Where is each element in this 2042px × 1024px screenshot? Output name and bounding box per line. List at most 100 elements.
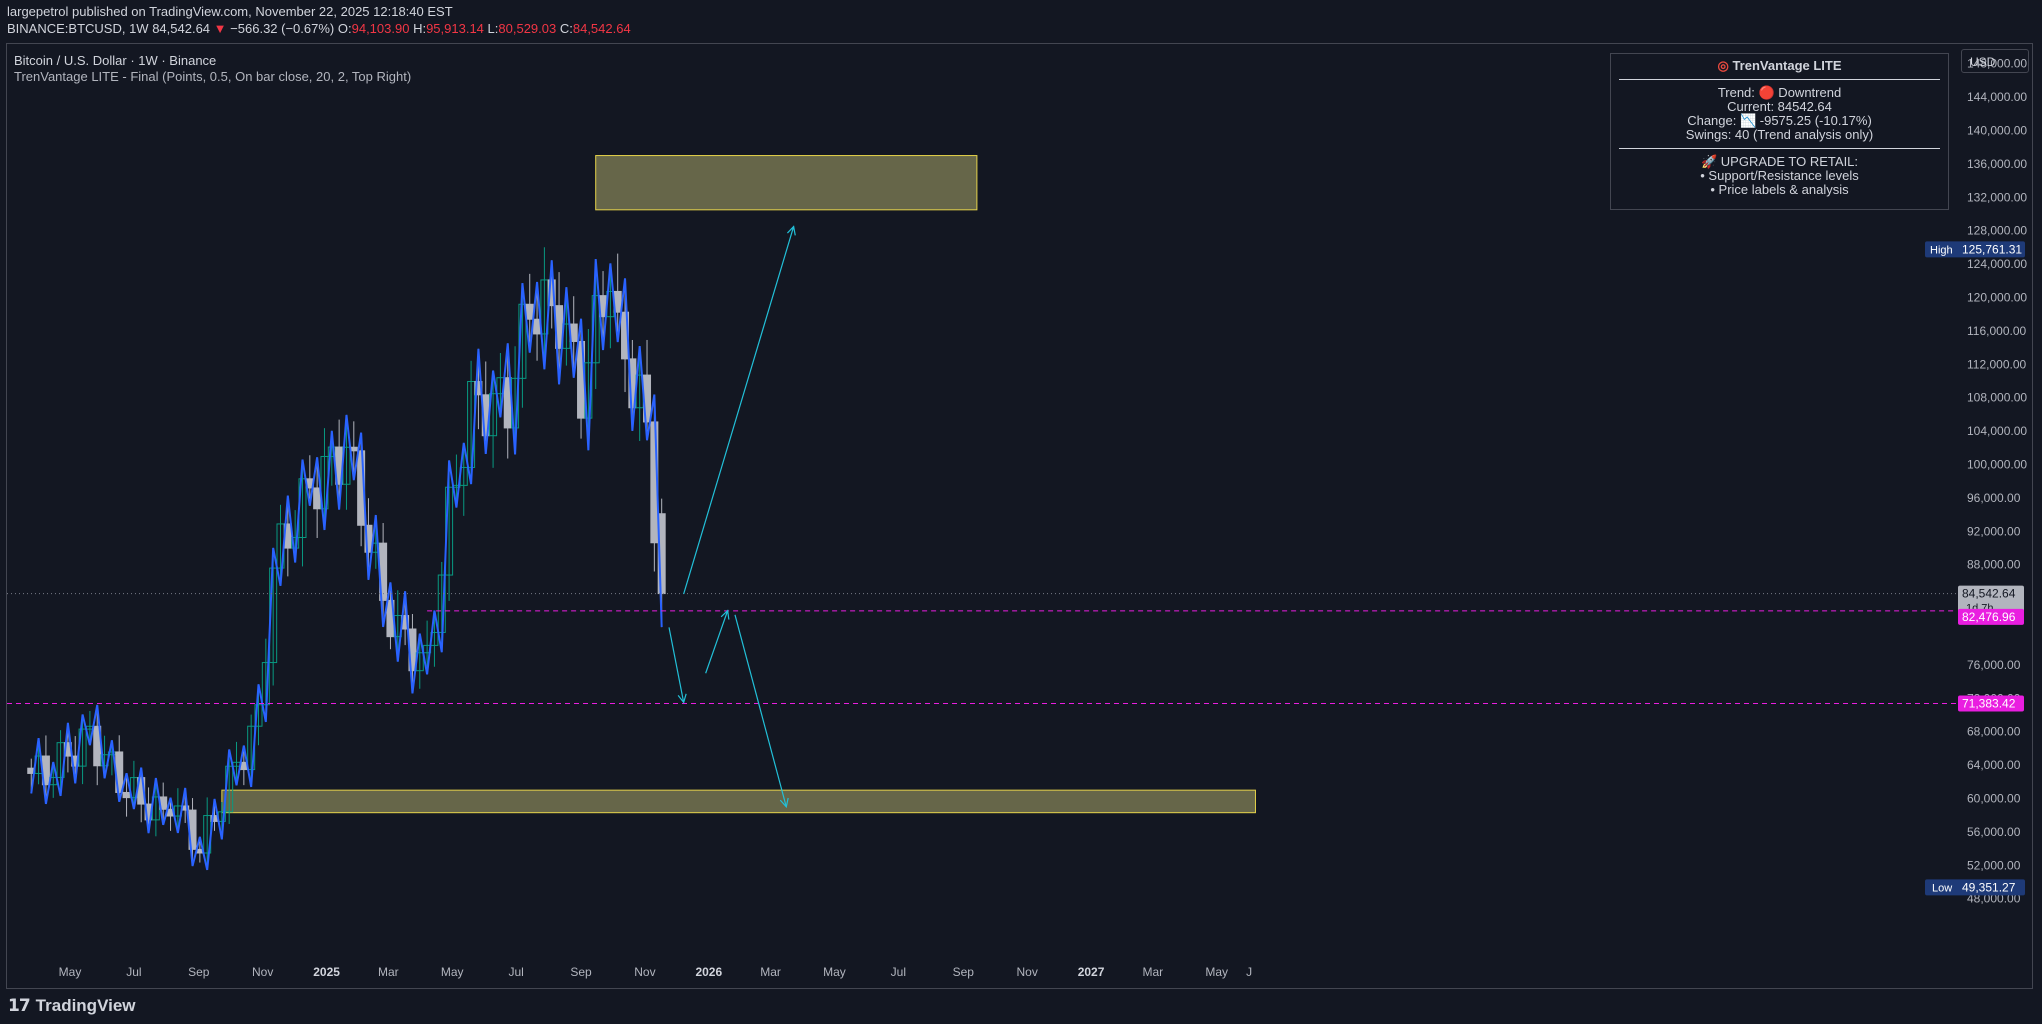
info-bullet-labels: • Price labels & analysis: [1710, 182, 1849, 197]
last-price-tag-bg: [1958, 585, 2024, 616]
low-tag-label: Low: [1932, 882, 1952, 894]
close-value: 84,542.64: [572, 21, 631, 36]
level-tag-upper-bg: [1958, 608, 2024, 625]
open-label: O:: [337, 21, 352, 36]
y-tick-label: 64,000.00: [1967, 758, 2021, 772]
x-tick-label: Nov: [634, 965, 655, 979]
y-tick-label: 136,000.00: [1967, 157, 2027, 171]
close-label: C:: [559, 21, 573, 36]
y-tick-label: 76,000.00: [1967, 658, 2021, 672]
x-tick-label: May: [1205, 965, 1228, 979]
change-value: −566.32 (−0.67%): [230, 21, 335, 36]
tv-logo-icon: 𝟭𝟳: [8, 996, 31, 1015]
x-tick-label: Nov: [252, 965, 273, 979]
info-trend: Trend: 🔴 Downtrend: [1717, 85, 1842, 100]
info-swings: Swings: 40 (Trend analysis only): [1685, 127, 1874, 142]
candle: [364, 524, 373, 553]
target-icon: ◎: [1717, 58, 1729, 73]
y-tick-label: 128,000.00: [1967, 224, 2027, 238]
currency-button[interactable]: USD: [1961, 49, 2029, 73]
x-tick-label: Mar: [378, 965, 399, 979]
high-tag-bg: [1925, 241, 2025, 258]
ohlc-bar: BINANCE:BTCUSD, 1W 84,542.64 ▼ −566.32 (…: [7, 21, 631, 36]
last-price-tag: 84,542.64: [1962, 587, 2016, 601]
symbol-label: BINANCE:BTCUSD, 1W: [7, 21, 149, 36]
candle: [657, 513, 666, 595]
candle: [122, 791, 131, 799]
y-tick-label: 96,000.00: [1967, 491, 2021, 505]
info-box-title: ◎ TrenVantage LITE: [1717, 58, 1842, 73]
x-tick-label: Jul: [891, 965, 906, 979]
candle: [547, 279, 556, 307]
low-value: 80,529.03: [498, 21, 557, 36]
x-tick-label: 2025: [313, 965, 340, 979]
projection-arrow[interactable]: [734, 614, 787, 808]
low-value-label: 49,351.27: [1962, 880, 2016, 894]
y-tick-label: 120,000.00: [1967, 291, 2027, 305]
x-tick-label: Sep: [570, 965, 592, 979]
projection-arrow[interactable]: [668, 627, 685, 703]
y-tick-label: 144,000.00: [1967, 90, 2027, 104]
x-tick-label: Jul: [508, 965, 523, 979]
y-tick-label: 88,000.00: [1967, 558, 2021, 572]
high-value: 95,913.14: [426, 21, 484, 36]
low-tag-bg: [1925, 879, 2025, 896]
info-current: Current: 84542.64: [1727, 99, 1832, 114]
info-change: Change: 📉 -9575.25 (-10.17%): [1687, 113, 1872, 128]
y-tick-label: 140,000.00: [1967, 124, 2027, 138]
last-price: 84,542.64: [152, 21, 211, 36]
y-tick-label: 60,000.00: [1967, 792, 2021, 806]
high-tag-label: High: [1930, 244, 1953, 256]
info-upgrade: 🚀 UPGRADE TO RETAIL:: [1700, 154, 1859, 169]
level-tag-lower: 71,383.42: [1962, 696, 2016, 710]
x-tick-label: Mar: [1142, 965, 1163, 979]
open-value: 94,103.90: [351, 21, 410, 36]
x-tick-label: Sep: [953, 965, 975, 979]
x-tick-label: Sep: [188, 965, 210, 979]
level-tag-upper: 82,476.96: [1962, 610, 2016, 624]
swing-line: [30, 258, 663, 871]
y-tick-label: 92,000.00: [1967, 524, 2021, 538]
y-tick-label: 52,000.00: [1967, 858, 2021, 872]
indicator-info-box: ◎ TrenVantage LITE Trend: 🔴 Downtrend Cu…: [1610, 53, 1949, 210]
arrowhead-icon: [720, 609, 730, 620]
candle: [254, 704, 263, 727]
down-arrow-icon: ▼: [213, 21, 227, 36]
indicator-legend[interactable]: TrenVantage LITE - Final (Points, 0.5, O…: [14, 69, 412, 84]
y-tick-label: 132,000.00: [1967, 190, 2027, 204]
zone-1[interactable]: [595, 155, 978, 211]
publish-info: largepetrol published on TradingView.com…: [7, 4, 453, 19]
candle: [525, 303, 534, 320]
info-divider: [1619, 79, 1940, 80]
x-tick-label: 2027: [1078, 965, 1105, 979]
y-tick-label: 108,000.00: [1967, 391, 2027, 405]
info-bullet-sr: • Support/Resistance levels: [1700, 168, 1859, 183]
chart-frame: [6, 43, 2033, 989]
x-tick-label: 2026: [695, 965, 722, 979]
candle: [291, 537, 300, 549]
high-label: H:: [413, 21, 427, 36]
y-tick-label: 116,000.00: [1967, 324, 2026, 338]
high-value-label: 125,761.31: [1962, 242, 2022, 256]
y-tick-label: 148,000.00: [1967, 57, 2027, 71]
y-tick-label: 104,000.00: [1967, 424, 2027, 438]
x-tick-label: May: [441, 965, 464, 979]
y-tick-label: 100,000.00: [1967, 458, 2027, 472]
projection-arrow[interactable]: [705, 610, 729, 674]
arrowhead-icon: [779, 797, 789, 809]
tradingview-logo[interactable]: 𝟭𝟳 TradingView: [8, 996, 136, 1015]
x-tick-label: May: [823, 965, 846, 979]
x-tick-label: May: [59, 965, 82, 979]
x-tick-label: J: [1246, 965, 1252, 979]
low-label: L:: [487, 21, 499, 36]
zone-2[interactable]: [221, 789, 1256, 814]
y-tick-label: 68,000.00: [1967, 725, 2021, 739]
info-divider: [1619, 148, 1940, 149]
projection-arrow[interactable]: [683, 226, 795, 595]
x-tick-label: Nov: [1016, 965, 1037, 979]
arrowhead-icon: [677, 693, 687, 704]
x-tick-label: Mar: [760, 965, 781, 979]
y-tick-label: 124,000.00: [1967, 257, 2027, 271]
chart-title: Bitcoin / U.S. Dollar · 1W · Binance: [14, 53, 217, 68]
